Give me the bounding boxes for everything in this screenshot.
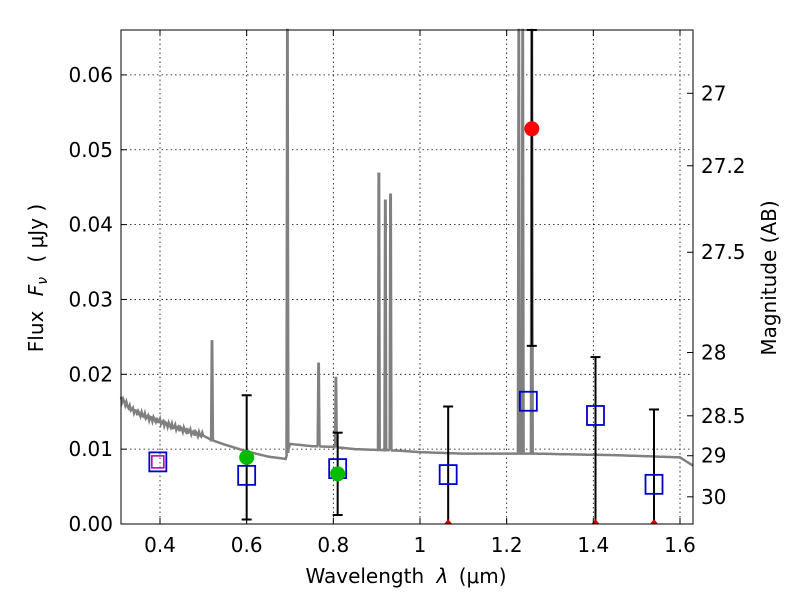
mag-tick-label: 28.5 — [701, 404, 746, 428]
y-axis-title: Flux Fν ( μJy ) — [24, 204, 52, 352]
mag-tick-label: 30 — [701, 485, 726, 509]
mag-tick-label: 27.2 — [701, 154, 746, 178]
nondetection-marker — [591, 519, 600, 524]
mag-tick-label: 27.5 — [701, 240, 746, 264]
x-tick-label: 0.6 — [231, 533, 263, 557]
mag-tick-label: 29 — [701, 444, 726, 468]
y-tick-label: 0.01 — [68, 437, 113, 461]
x-tick-label: 1.6 — [664, 533, 696, 557]
markers — [148, 121, 664, 524]
model-point-square — [148, 451, 168, 473]
mag-tick-label: 27 — [701, 81, 726, 105]
y-tick-label: 0.00 — [68, 512, 113, 536]
x-axis-title: Wavelength λ (μm) — [305, 564, 506, 588]
detection-point-red — [524, 121, 540, 137]
detection-point — [330, 466, 346, 482]
model-point-square — [438, 464, 458, 486]
y-tick-label: 0.05 — [68, 138, 113, 162]
mag-tick-label: 28 — [701, 341, 726, 365]
ticks: 0.4 0.6 0.8 1 1.2 1.4 1.6 0.00 0.01 0.02 0.03 0.04 0… — [68, 30, 746, 557]
plot-frame — [120, 29, 694, 525]
y-tick-label: 0.06 — [68, 63, 113, 87]
model-point-square — [586, 405, 605, 426]
x-tick-label: 0.8 — [317, 533, 349, 557]
y-tick-label: 0.02 — [68, 362, 113, 386]
model-point-square — [518, 390, 538, 412]
x-tick-label: 1 — [414, 533, 427, 557]
y-tick-label: 0.03 — [68, 287, 113, 311]
nondetection-marker — [444, 519, 453, 524]
nondetection-marker — [650, 519, 658, 524]
y2-axis-title: Magnitude (AB) — [757, 200, 781, 355]
model-point-square — [237, 464, 257, 486]
upper-limit-marker — [151, 455, 165, 469]
x-tick-label: 1.4 — [577, 533, 609, 557]
detection-point — [239, 449, 255, 465]
error-bars — [241, 29, 659, 524]
model-point-square — [644, 473, 664, 495]
y-tick-label: 0.04 — [68, 213, 113, 237]
grid — [121, 30, 693, 525]
model-spectrum-line — [119, 28, 694, 467]
plot-area — [119, 28, 694, 467]
x-tick-label: 1.2 — [491, 533, 523, 557]
x-tick-label: 0.4 — [144, 533, 176, 557]
